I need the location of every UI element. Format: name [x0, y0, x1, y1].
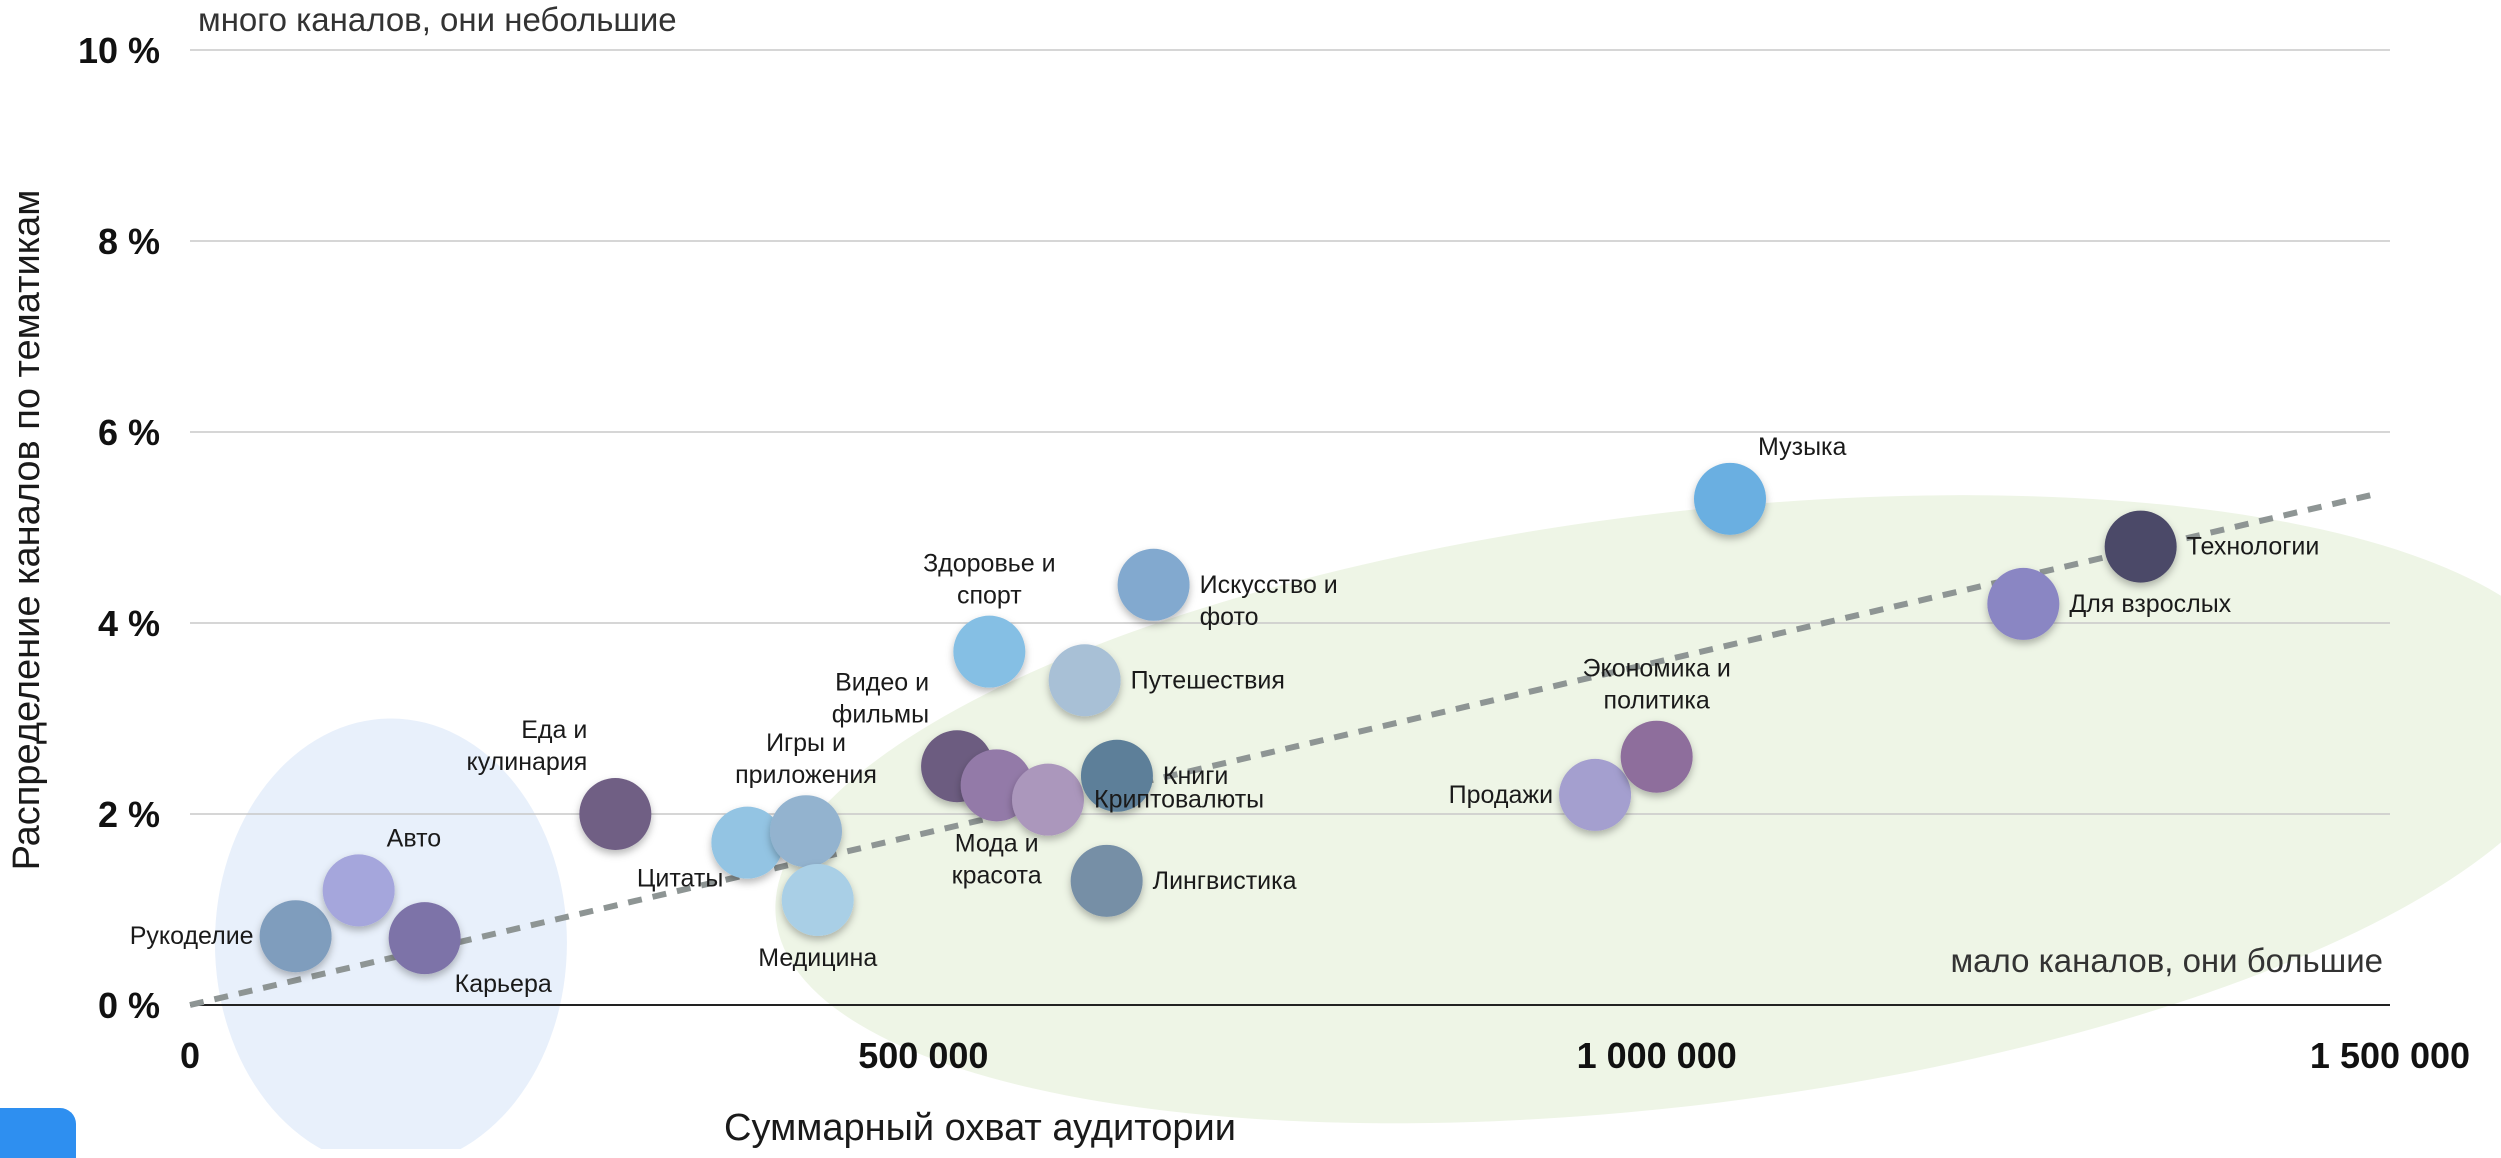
point-label: Авто [387, 824, 441, 852]
annotation-bottom-right: мало каналов, они большие [1950, 942, 2383, 979]
bubble-point [1987, 567, 2060, 640]
x-tick-label: 1 000 000 [1577, 1035, 1737, 1076]
bubble-point [2104, 510, 2177, 583]
x-axis-title: Суммарный охват аудитории [724, 1107, 1236, 1149]
bubble-point [259, 900, 332, 973]
point-label: Книги [1163, 762, 1228, 790]
bubble-point [953, 615, 1026, 688]
bubble-point [1559, 758, 1632, 831]
point-label: Экономика и политика [1583, 655, 1731, 715]
bubble-point [322, 854, 395, 927]
bubble-point [579, 778, 652, 850]
y-tick-label: 0 % [98, 985, 160, 1026]
point-label: Искусство и фото [1200, 571, 1338, 631]
point-label: Рукоделие [130, 922, 254, 950]
bubble-point [1048, 644, 1121, 717]
point-label: Продажи [1449, 781, 1553, 809]
point-label: Музыка [1758, 433, 1847, 461]
bubble-point [388, 902, 461, 975]
bubble-point [1694, 462, 1766, 535]
point-label: Карьера [455, 970, 552, 998]
point-label: Еда и кулинария [466, 716, 587, 776]
x-tick-label: 1 500 000 [2310, 1035, 2470, 1076]
y-tick-label: 2 % [98, 794, 160, 835]
point-label: Здоровье и спорт [923, 550, 1056, 610]
y-tick-label: 4 % [98, 603, 160, 644]
bubble-point [1070, 844, 1143, 917]
x-tick-label: 500 000 [858, 1035, 988, 1076]
y-tick-label: 8 % [98, 221, 160, 262]
x-tick-label: 0 [180, 1035, 200, 1076]
bubble-point [781, 863, 854, 936]
point-label: Цитаты [637, 865, 723, 893]
y-tick-label: 6 % [98, 412, 160, 453]
point-label: Видео и фильмы [832, 668, 929, 728]
bubble-point [1012, 763, 1084, 836]
region-large [775, 495, 2501, 1124]
bubble-point [1117, 548, 1190, 621]
annotation-top-left: много каналов, они небольшие [198, 1, 677, 38]
bubble-point [711, 806, 784, 879]
point-label: Медицина [758, 944, 877, 972]
y-tick-label: 10 % [78, 30, 160, 71]
bubble-point [1620, 720, 1693, 793]
y-axis-title: Распределение каналов по тематикам [6, 190, 48, 871]
point-label: Лингвистика [1153, 867, 1297, 895]
point-label: Криптовалюты [1094, 786, 1264, 814]
point-label: Технологии [2187, 533, 2320, 561]
point-label: Мода и красота [952, 829, 1042, 889]
point-label: Игры и приложения [735, 729, 877, 789]
bubble-point [1080, 739, 1153, 812]
point-label: Для взрослых [2069, 590, 2231, 618]
bubble-point [770, 795, 842, 868]
point-label: Путешествия [1131, 666, 1285, 694]
